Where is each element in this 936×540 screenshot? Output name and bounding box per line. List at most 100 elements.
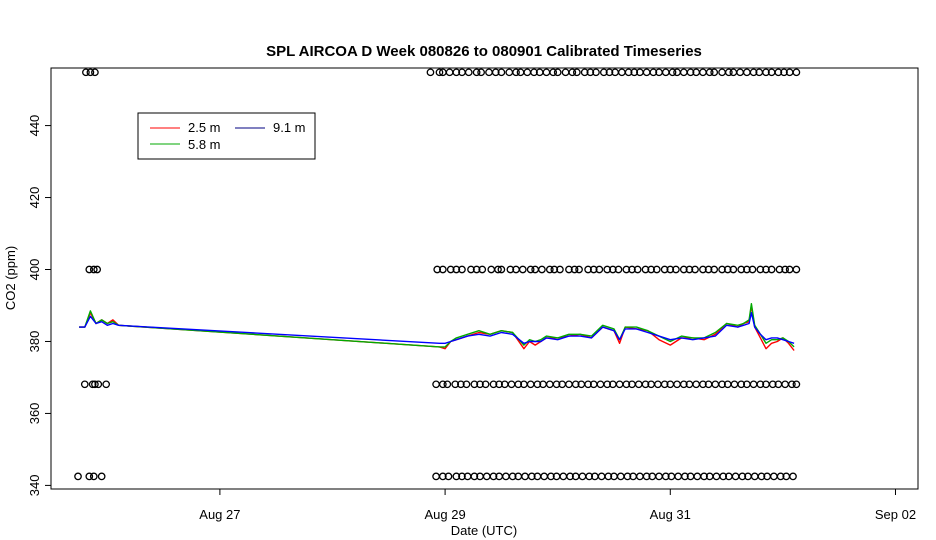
calibration-marker	[472, 68, 481, 77]
x-axis-label: Date (UTC)	[451, 523, 517, 538]
calibration-marker	[585, 472, 594, 481]
calibration-marker	[756, 380, 765, 389]
calibration-marker	[438, 472, 447, 481]
calibration-marker	[792, 68, 801, 77]
calibration-marker	[470, 472, 479, 481]
calibration-marker	[710, 68, 719, 77]
calibration-marker	[102, 380, 111, 389]
calibration-marker	[604, 472, 613, 481]
calibration-marker	[438, 265, 447, 274]
calibration-marker	[89, 265, 98, 274]
calibration-marker	[538, 265, 546, 274]
y-tick-label: 380	[27, 331, 42, 353]
y-tick-label: 440	[27, 115, 42, 137]
legend: 2.5 m 5.8 m 9.1 m	[137, 112, 316, 160]
calibration-marker	[580, 68, 589, 77]
calibration-marker	[776, 472, 785, 481]
calibration-marker	[699, 265, 707, 274]
y-axis-label: CO2 (ppm)	[3, 246, 18, 310]
plot-frame	[50, 67, 919, 490]
calibration-marker	[74, 472, 82, 481]
calibration-marker	[584, 265, 592, 274]
calibration-marker	[94, 380, 103, 389]
calibration-marker	[595, 265, 604, 274]
calibration-marker	[762, 265, 770, 274]
calibration-marker	[710, 265, 719, 274]
calibration-marker	[489, 472, 498, 481]
calibration-marker	[552, 380, 561, 389]
y-tick-label: 360	[27, 403, 42, 425]
x-tick-label: Aug 31	[650, 507, 691, 522]
y-tick-label: 340	[27, 475, 42, 497]
calibration-marker	[700, 472, 708, 481]
calibration-marker	[704, 265, 713, 274]
x-tick-label: Aug 27	[199, 507, 240, 522]
calibration-marker	[743, 265, 751, 274]
calibration-marker	[605, 68, 614, 77]
calibration-marker	[458, 265, 466, 274]
calibration-marker	[526, 265, 535, 274]
calibration-marker	[472, 265, 481, 274]
calibration-marker	[435, 68, 444, 77]
calibration-marker	[647, 265, 655, 274]
calibration-marker	[641, 265, 650, 274]
calibration-marker	[93, 265, 102, 274]
calibration-marker	[97, 472, 106, 481]
calibration-marker	[533, 380, 542, 389]
x-tick-label: Aug 29	[424, 507, 465, 522]
calibration-marker	[679, 265, 688, 274]
legend-label-5-8m: 5.8 m	[188, 137, 221, 152]
calibration-marker	[737, 380, 746, 389]
calibration-marker	[774, 68, 783, 77]
calibration-marker	[622, 265, 631, 274]
series-line-9-1-m	[79, 312, 795, 344]
calibration-marker	[603, 265, 612, 274]
calibration-marker	[444, 472, 453, 481]
calibration-marker	[556, 265, 564, 274]
calibration-marker	[82, 68, 90, 77]
calibration-marker	[660, 265, 669, 274]
calibration-marker	[476, 380, 484, 389]
legend-label-2-5m: 2.5 m	[188, 120, 221, 135]
calibration-marker	[446, 265, 455, 274]
calibration-marker	[691, 265, 699, 274]
calibration-marker	[497, 265, 506, 274]
calibration-marker	[661, 472, 670, 481]
calibration-marker	[550, 265, 559, 274]
calibration-marker	[457, 380, 465, 389]
calibration-marker	[568, 68, 577, 77]
calibration-marker	[630, 68, 639, 77]
calibration-marker	[91, 380, 99, 389]
y-axis: 340 360 380 400 420 440	[27, 115, 51, 497]
calibration-marker	[586, 68, 595, 77]
calibration-marker	[623, 472, 632, 481]
calibration-marker	[723, 265, 732, 274]
x-tick-label: Sep 02	[875, 507, 916, 522]
calibration-marker	[497, 68, 506, 77]
calibration-marker	[88, 380, 97, 389]
calibration-marker	[788, 380, 796, 389]
calibration-marker	[512, 68, 520, 77]
calibration-marker	[592, 68, 600, 77]
calibration-marker	[506, 265, 515, 274]
calibration-marker	[762, 68, 770, 77]
calibration-marker	[478, 265, 487, 274]
calibration-marker	[624, 68, 633, 77]
calibration-marker	[660, 380, 669, 389]
calibration-marker	[718, 380, 726, 389]
calibration-marker	[589, 265, 598, 274]
calibration-marker	[756, 265, 765, 274]
calibration-marker	[614, 265, 623, 274]
data-series	[79, 303, 795, 351]
calibration-marker	[603, 380, 612, 389]
calibration-marker	[464, 68, 473, 77]
calibration-marker	[565, 265, 573, 274]
calibration-marker	[685, 265, 694, 274]
calibration-marker	[489, 380, 498, 389]
calibration-marker	[452, 68, 461, 77]
calibration-marker	[85, 265, 94, 274]
legend-box	[137, 112, 316, 160]
calibration-marker	[91, 68, 99, 77]
calibration-marker	[679, 380, 688, 389]
